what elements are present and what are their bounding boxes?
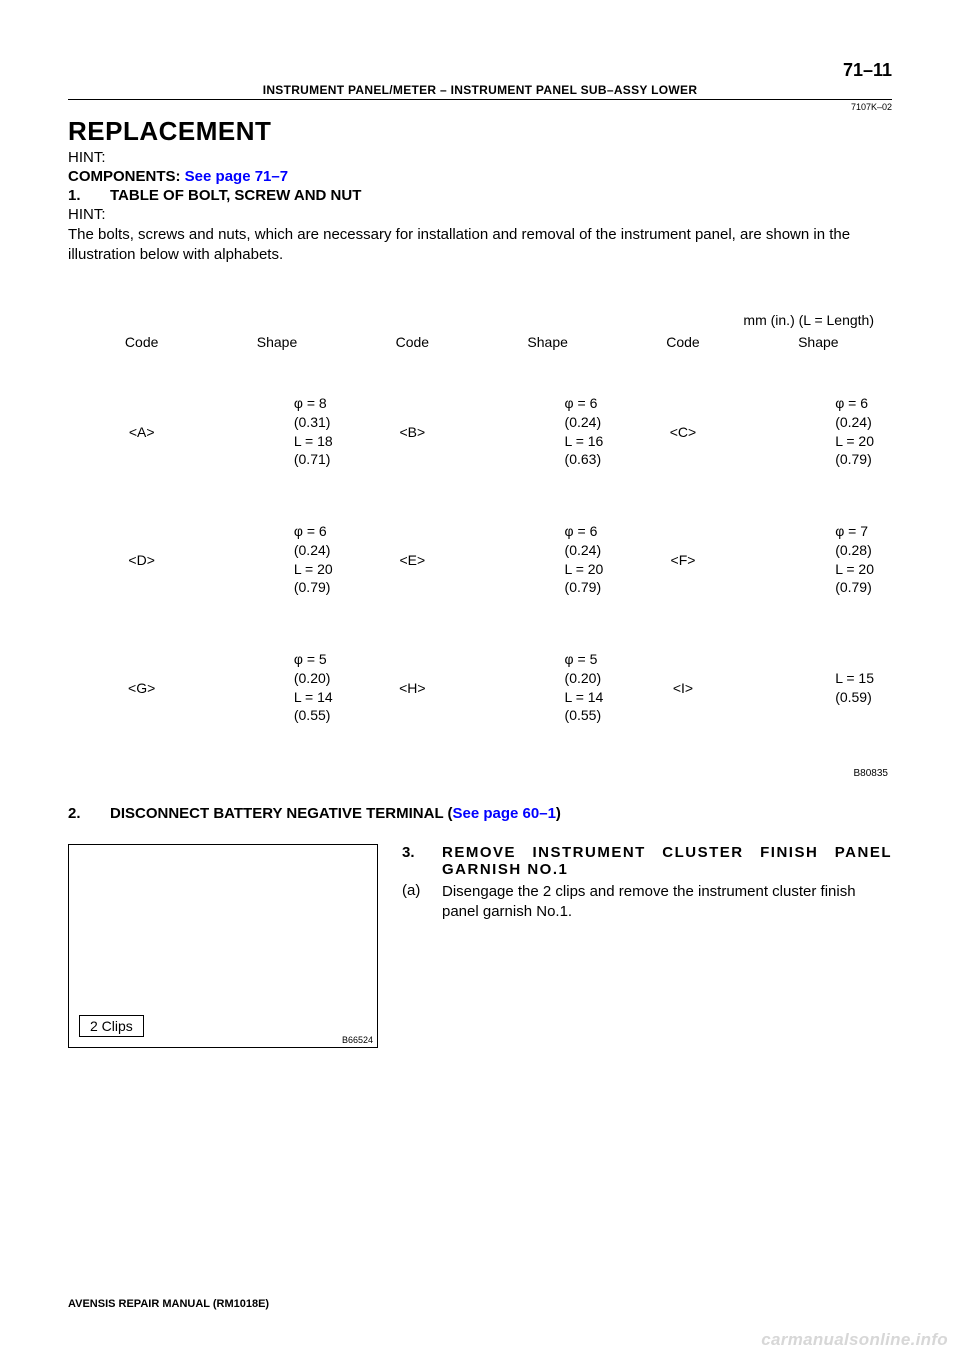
code-e: <E> bbox=[345, 496, 480, 624]
shape-f: φ = 7 (0.28) L = 20 (0.79) bbox=[751, 496, 886, 624]
step-3-row: 2 Clips B66524 3. REMOVE INSTRUMENT CLUS… bbox=[68, 844, 892, 1048]
watermark: carmanualsonline.info bbox=[761, 1330, 948, 1350]
code-h: <H> bbox=[345, 624, 480, 752]
step-2-number: 2. bbox=[68, 805, 110, 822]
step-3-title-text: REMOVE INSTRUMENT CLUSTER FINISH PANEL G… bbox=[442, 844, 892, 878]
shape-a: φ = 8 (0.31) L = 18 (0.71) bbox=[209, 368, 344, 496]
step-3-figure: 2 Clips B66524 bbox=[68, 844, 378, 1048]
step-3-sub-number: (a) bbox=[402, 882, 442, 923]
shape-b: φ = 6 (0.24) L = 16 (0.63) bbox=[480, 368, 615, 496]
th-code-1: Code bbox=[74, 334, 209, 368]
th-code-3: Code bbox=[615, 334, 750, 368]
components-label: COMPONENTS: bbox=[68, 168, 185, 185]
code-b: <B> bbox=[345, 368, 480, 496]
figure-code: B66524 bbox=[342, 1035, 373, 1045]
page-number: 71–11 bbox=[68, 60, 892, 81]
components-link[interactable]: See page 71–7 bbox=[185, 168, 288, 185]
step-1-text: TABLE OF BOLT, SCREW AND NUT bbox=[110, 187, 361, 204]
step-2-text-after: ) bbox=[556, 805, 561, 822]
code-a: <A> bbox=[74, 368, 209, 496]
step-2-text-before: DISCONNECT BATTERY NEGATIVE TERMINAL ( bbox=[110, 805, 453, 822]
shape-d: φ = 6 (0.24) L = 20 (0.79) bbox=[209, 496, 344, 624]
shape-h: φ = 5 (0.20) L = 14 (0.55) bbox=[480, 624, 615, 752]
shape-c: φ = 6 (0.24) L = 20 (0.79) bbox=[751, 368, 886, 496]
step-2: 2.DISCONNECT BATTERY NEGATIVE TERMINAL (… bbox=[68, 805, 892, 822]
step-3-substep: (a) Disengage the 2 clips and remove the… bbox=[402, 882, 892, 923]
step-3-number: 3. bbox=[402, 844, 442, 878]
step-1-number: 1. bbox=[68, 187, 110, 204]
code-g: <G> bbox=[74, 624, 209, 752]
clips-label: 2 Clips bbox=[79, 1015, 144, 1037]
header-divider bbox=[68, 99, 892, 100]
th-shape-2: Shape bbox=[480, 334, 615, 368]
code-i: <I> bbox=[615, 624, 750, 752]
shape-g: φ = 5 (0.20) L = 14 (0.55) bbox=[209, 624, 344, 752]
header-code: 7107K–02 bbox=[68, 102, 892, 112]
th-code-2: Code bbox=[345, 334, 480, 368]
step-3-title: 3. REMOVE INSTRUMENT CLUSTER FINISH PANE… bbox=[402, 844, 892, 878]
th-shape-1: Shape bbox=[209, 334, 344, 368]
table-figure-code: B80835 bbox=[68, 768, 892, 779]
components-line: COMPONENTS: See page 71–7 bbox=[68, 168, 892, 185]
shape-i: L = 15 (0.59) bbox=[751, 624, 886, 752]
hint-label-1: HINT: bbox=[68, 149, 892, 166]
step-1: 1.TABLE OF BOLT, SCREW AND NUT bbox=[68, 187, 892, 204]
page-title: REPLACEMENT bbox=[68, 116, 892, 147]
body-paragraph: The bolts, screws and nuts, which are ne… bbox=[68, 225, 892, 266]
th-shape-3: Shape bbox=[751, 334, 886, 368]
step-2-link[interactable]: See page 60–1 bbox=[453, 805, 556, 822]
code-d: <D> bbox=[74, 496, 209, 624]
shape-e: φ = 6 (0.24) L = 20 (0.79) bbox=[480, 496, 615, 624]
page-container: 71–11 INSTRUMENT PANEL/METER – INSTRUMEN… bbox=[0, 0, 960, 1358]
footer-text: AVENSIS REPAIR MANUAL (RM1018E) bbox=[68, 1298, 269, 1310]
bolt-table: Code Shape Code Shape Code Shape <A> φ =… bbox=[68, 334, 892, 752]
step-3-text-block: 3. REMOVE INSTRUMENT CLUSTER FINISH PANE… bbox=[402, 844, 892, 1048]
code-c: <C> bbox=[615, 368, 750, 496]
table-unit-note: mm (in.) (L = Length) bbox=[68, 312, 892, 328]
section-breadcrumb: INSTRUMENT PANEL/METER – INSTRUMENT PANE… bbox=[68, 83, 892, 97]
hint-label-2: HINT: bbox=[68, 206, 892, 223]
code-f: <F> bbox=[615, 496, 750, 624]
step-3-sub-text: Disengage the 2 clips and remove the ins… bbox=[442, 882, 892, 923]
